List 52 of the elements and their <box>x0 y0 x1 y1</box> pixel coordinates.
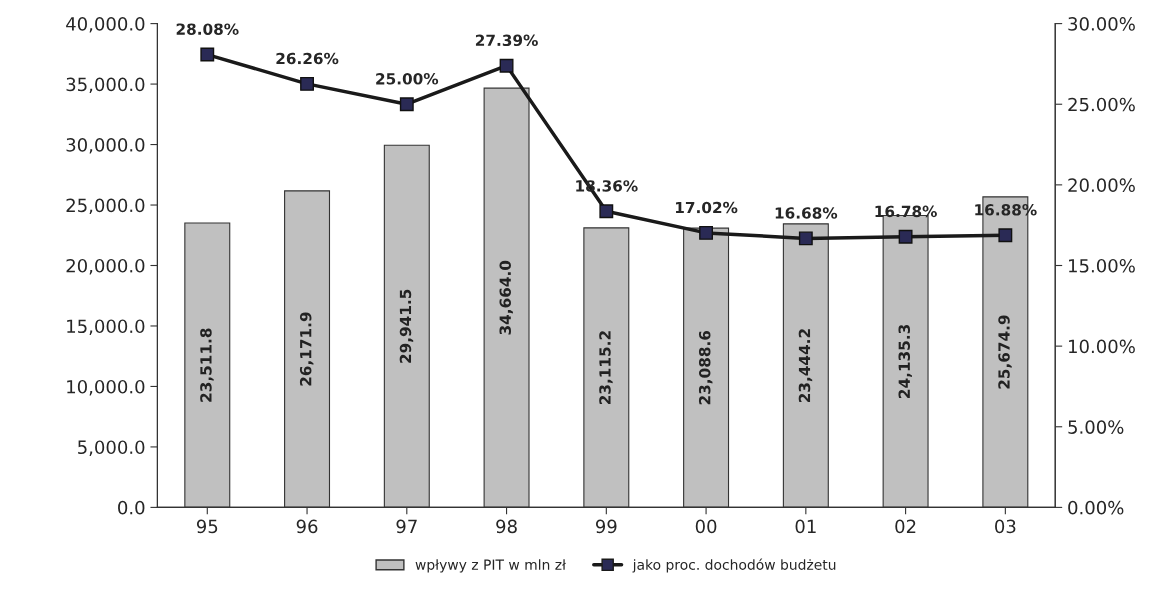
y2-tick-label: 15.00% <box>1069 258 1135 273</box>
data-label: 24,135.3 <box>898 324 912 398</box>
data-label: 26,171.9 <box>299 312 314 386</box>
data-label: 27.39% <box>475 34 538 47</box>
y2-tick-label: 30.00% <box>1068 17 1135 31</box>
point <box>300 76 314 91</box>
data-label: 16.78% <box>875 205 937 218</box>
x-tick-label: 99 <box>595 519 617 534</box>
y-tick-label: 40,000.0 <box>66 17 145 33</box>
point <box>200 47 215 62</box>
point <box>998 228 1013 243</box>
data-label: 29,941.5 <box>399 289 414 363</box>
y-tick-label: 20,000.0 <box>66 258 145 275</box>
y-tick-label: 10,000.0 <box>67 379 145 396</box>
x-tick-label: 03 <box>995 519 1016 534</box>
y-tick-label: 0.0 <box>118 500 145 515</box>
data-label: 23,088.6 <box>698 330 713 405</box>
y-tick-label: 5,000.0 <box>78 440 145 456</box>
legend-label: jako proc. dochodów budżetu <box>632 558 836 573</box>
data-label: 17.02% <box>675 201 738 214</box>
x-tick-label: 95 <box>196 519 218 534</box>
y2-tick-label: 10.00% <box>1069 339 1135 354</box>
x-tick-label: 02 <box>895 519 916 534</box>
point <box>599 204 614 219</box>
point <box>499 58 514 73</box>
point <box>898 229 913 244</box>
y-tick-label: 25,000.0 <box>66 198 145 214</box>
data-label: 34,664.0 <box>499 260 513 335</box>
data-label: 26.26% <box>276 52 339 65</box>
x-tick-label: 00 <box>695 519 717 534</box>
y2-tick-label: 5.00% <box>1068 420 1124 434</box>
point <box>798 231 813 246</box>
data-label: 23,511.8 <box>200 328 214 402</box>
point <box>699 225 714 240</box>
data-label: 28.08% <box>176 23 239 35</box>
y2-tick-label: 25.00% <box>1068 97 1135 112</box>
y-tick-label: 30,000.0 <box>66 138 145 154</box>
legend-label: wpływy z PIT w mln zł <box>415 559 567 573</box>
data-label: 25.00% <box>376 73 439 85</box>
y2-tick-label: 0.00% <box>1068 500 1124 515</box>
data-label: 23,115.2 <box>599 331 613 405</box>
y2-tick-label: 20.00% <box>1068 178 1135 192</box>
x-tick-label: 96 <box>296 519 318 534</box>
y-tick-label: 35,000.0 <box>66 77 145 94</box>
data-label: 16.68% <box>775 207 838 219</box>
x-tick-label: 01 <box>795 519 816 534</box>
data-label: 25,674.9 <box>998 315 1012 389</box>
y-tick-label: 15,000.0 <box>67 319 145 335</box>
x-tick-label: 98 <box>496 519 517 534</box>
point <box>399 97 414 112</box>
x-tick-label: 97 <box>396 519 417 534</box>
data-label: 23,444.2 <box>798 329 813 403</box>
